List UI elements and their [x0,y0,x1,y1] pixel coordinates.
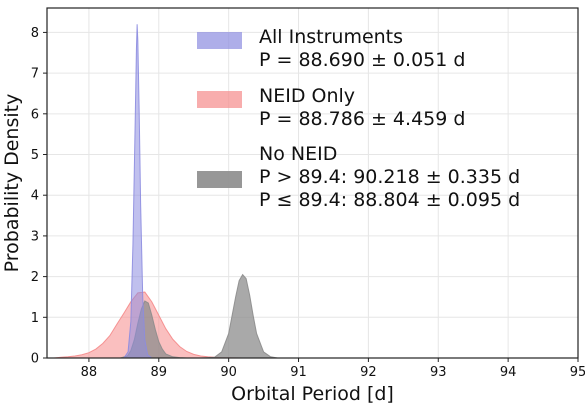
x-tick-label: 90 [220,365,237,380]
x-tick-label: 89 [151,365,168,380]
series-layer [53,24,278,359]
y-tick-label: 1 [31,311,39,326]
y-tick-label: 8 [31,26,39,41]
legend-series-name: NEID Only [259,85,355,107]
x-tick-label: 91 [290,365,307,380]
y-axis-title: Probability Density [1,94,23,273]
y-tick-label: 2 [31,270,39,285]
legend-swatch [197,32,242,49]
legend-series-name: No NEID [259,143,337,165]
y-tick-label: 7 [31,67,39,82]
legend-period-text: P > 89.4: 90.218 ± 0.335 d [259,166,520,188]
y-tick-label: 6 [31,107,39,122]
legend-period-text: P ≤ 89.4: 88.804 ± 0.095 d [259,189,520,211]
x-tick-label: 92 [360,365,377,380]
y-tick-label: 5 [31,148,39,163]
x-tick-label: 94 [500,365,517,380]
y-tick-label: 0 [31,352,39,367]
series-area-all-instruments [122,24,154,359]
x-tick-label: 93 [430,365,447,380]
y-axis: 0 1 2 3 4 5 6 7 8 [31,26,47,367]
y-tick-label: 4 [31,189,39,204]
plot-frame [46,7,579,359]
y-tick-label: 3 [31,229,39,244]
x-axis: 88 89 90 91 92 93 94 95 [81,358,585,380]
legend-swatch [197,91,242,108]
legend-period-text: P = 88.690 ± 0.051 d [259,49,465,71]
legend-swatch [197,171,242,188]
x-axis-title: Orbital Period [d] [231,383,394,405]
legend-period-text: P = 88.786 ± 4.459 d [259,108,465,130]
x-tick-label: 88 [81,365,98,380]
legend-series-name: All Instruments [259,26,403,48]
x-tick-label: 95 [570,365,585,380]
